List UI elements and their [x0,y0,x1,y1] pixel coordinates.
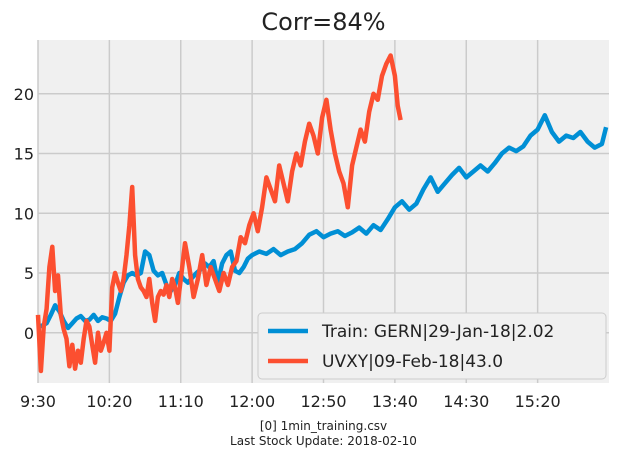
y-tick-label: 5 [24,264,34,283]
x-tick-label: 12:50 [300,392,346,411]
legend-label-2: UVXY|09-Feb-18|43.0 [322,352,503,372]
x-axis-ticks: 9:30 10:20 11:10 12:00 12:50 13:40 14:30 15:20 [20,392,561,411]
y-tick-label: 20 [14,85,34,104]
x-tick-label: 9:30 [20,392,56,411]
chart-title: Corr=84% [261,8,385,36]
legend-label-1: Train: GERN|29-Jan-18|2.02 [321,322,554,342]
footer-last-update: Last Stock Update: 2018-02-10 [230,434,417,448]
legend: Train: GERN|29-Jan-18|2.02 UVXY|09-Feb-18… [257,312,607,380]
x-tick-label: 10:20 [86,392,132,411]
y-tick-label: 0 [24,324,34,343]
x-tick-label: 15:20 [515,392,561,411]
legend-box [257,312,607,380]
footer-source-file: [0] 1min_training.csv [260,419,387,433]
x-tick-label: 14:30 [443,392,489,411]
y-axis-ticks: 0 5 10 15 20 [14,85,34,343]
series-line-2 [35,53,403,374]
y-tick-label: 15 [14,145,34,164]
x-tick-label: 11:10 [158,392,204,411]
y-tick-label: 10 [14,204,34,223]
x-tick-label: 13:40 [372,392,418,411]
series-layer [35,53,609,374]
x-tick-label: 12:00 [229,392,275,411]
